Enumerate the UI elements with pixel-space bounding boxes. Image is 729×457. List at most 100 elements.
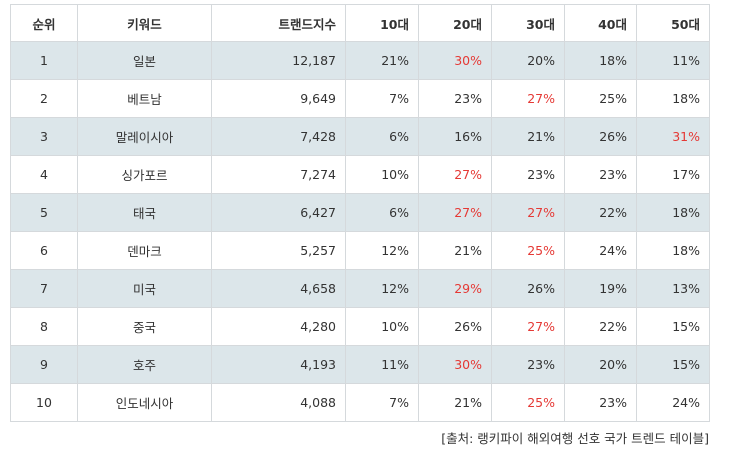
cell-trend-index: 9,649 bbox=[211, 79, 346, 118]
table-row: 3 말레이시아 7,428 6% 16% 21% 26% 31% bbox=[10, 117, 710, 156]
cell-30s: 26% bbox=[491, 269, 565, 308]
table-row: 7 미국 4,658 12% 29% 26% 19% 13% bbox=[10, 269, 710, 308]
table-row: 1 일본 12,187 21% 30% 20% 18% 11% bbox=[10, 41, 710, 80]
header-keyword: 키워드 bbox=[77, 4, 212, 42]
cell-30s: 27% bbox=[491, 79, 565, 118]
cell-keyword: 덴마크 bbox=[77, 231, 212, 270]
table-row: 10 인도네시아 4,088 7% 21% 25% 23% 24% bbox=[10, 383, 710, 422]
cell-50s: 18% bbox=[636, 193, 710, 232]
cell-20s: 30% bbox=[418, 41, 492, 80]
header-40s: 40대 bbox=[564, 4, 637, 42]
cell-rank: 4 bbox=[10, 155, 78, 194]
table-row: 8 중국 4,280 10% 26% 27% 22% 15% bbox=[10, 307, 710, 346]
cell-keyword: 태국 bbox=[77, 193, 212, 232]
table-row: 2 베트남 9,649 7% 23% 27% 25% 18% bbox=[10, 79, 710, 118]
cell-50s: 18% bbox=[636, 231, 710, 270]
cell-rank: 10 bbox=[10, 383, 78, 422]
cell-10s: 12% bbox=[345, 231, 419, 270]
header-rank: 순위 bbox=[10, 4, 78, 42]
cell-40s: 18% bbox=[564, 41, 637, 80]
cell-30s: 27% bbox=[491, 193, 565, 232]
cell-rank: 1 bbox=[10, 41, 78, 80]
cell-trend-index: 7,428 bbox=[211, 117, 346, 156]
cell-30s: 23% bbox=[491, 155, 565, 194]
cell-20s: 23% bbox=[418, 79, 492, 118]
cell-40s: 23% bbox=[564, 155, 637, 194]
cell-rank: 3 bbox=[10, 117, 78, 156]
cell-40s: 24% bbox=[564, 231, 637, 270]
cell-trend-index: 4,658 bbox=[211, 269, 346, 308]
cell-20s: 21% bbox=[418, 231, 492, 270]
source-caption: [출처: 랭키파이 해외여행 선호 국가 트렌드 테이블] bbox=[441, 431, 709, 446]
cell-40s: 26% bbox=[564, 117, 637, 156]
trend-table: 순위 키워드 트랜드지수 10대 20대 30대 40대 50대 1 일본 12,1… bbox=[10, 4, 710, 422]
cell-40s: 20% bbox=[564, 345, 637, 384]
cell-10s: 12% bbox=[345, 269, 419, 308]
header-10s: 10대 bbox=[345, 4, 419, 42]
cell-10s: 7% bbox=[345, 79, 419, 118]
cell-30s: 25% bbox=[491, 231, 565, 270]
cell-keyword: 인도네시아 bbox=[77, 383, 212, 422]
cell-40s: 22% bbox=[564, 193, 637, 232]
cell-40s: 23% bbox=[564, 383, 637, 422]
cell-rank: 7 bbox=[10, 269, 78, 308]
cell-trend-index: 7,274 bbox=[211, 155, 346, 194]
cell-50s: 15% bbox=[636, 307, 710, 346]
cell-keyword: 싱가포르 bbox=[77, 155, 212, 194]
cell-10s: 21% bbox=[345, 41, 419, 80]
cell-rank: 5 bbox=[10, 193, 78, 232]
cell-keyword: 일본 bbox=[77, 41, 212, 80]
cell-30s: 23% bbox=[491, 345, 565, 384]
cell-trend-index: 4,088 bbox=[211, 383, 346, 422]
cell-50s: 17% bbox=[636, 155, 710, 194]
cell-20s: 16% bbox=[418, 117, 492, 156]
header-trend-index: 트랜드지수 bbox=[211, 4, 346, 42]
cell-20s: 27% bbox=[418, 155, 492, 194]
cell-50s: 11% bbox=[636, 41, 710, 80]
cell-10s: 6% bbox=[345, 193, 419, 232]
cell-keyword: 베트남 bbox=[77, 79, 212, 118]
cell-20s: 26% bbox=[418, 307, 492, 346]
cell-trend-index: 5,257 bbox=[211, 231, 346, 270]
cell-trend-index: 6,427 bbox=[211, 193, 346, 232]
cell-rank: 8 bbox=[10, 307, 78, 346]
cell-30s: 25% bbox=[491, 383, 565, 422]
cell-keyword: 미국 bbox=[77, 269, 212, 308]
cell-20s: 27% bbox=[418, 193, 492, 232]
cell-trend-index: 4,280 bbox=[211, 307, 346, 346]
cell-50s: 24% bbox=[636, 383, 710, 422]
header-50s: 50대 bbox=[636, 4, 710, 42]
table-row: 4 싱가포르 7,274 10% 27% 23% 23% 17% bbox=[10, 155, 710, 194]
cell-10s: 7% bbox=[345, 383, 419, 422]
cell-10s: 6% bbox=[345, 117, 419, 156]
cell-trend-index: 12,187 bbox=[211, 41, 346, 80]
cell-30s: 27% bbox=[491, 307, 565, 346]
cell-50s: 18% bbox=[636, 79, 710, 118]
table-header-row: 순위 키워드 트랜드지수 10대 20대 30대 40대 50대 bbox=[10, 4, 710, 42]
cell-40s: 19% bbox=[564, 269, 637, 308]
cell-rank: 9 bbox=[10, 345, 78, 384]
table-row: 9 호주 4,193 11% 30% 23% 20% 15% bbox=[10, 345, 710, 384]
cell-rank: 2 bbox=[10, 79, 78, 118]
cell-30s: 20% bbox=[491, 41, 565, 80]
cell-keyword: 말레이시아 bbox=[77, 117, 212, 156]
cell-20s: 30% bbox=[418, 345, 492, 384]
header-30s: 30대 bbox=[491, 4, 565, 42]
cell-10s: 11% bbox=[345, 345, 419, 384]
cell-50s: 13% bbox=[636, 269, 710, 308]
cell-40s: 22% bbox=[564, 307, 637, 346]
cell-20s: 29% bbox=[418, 269, 492, 308]
table-row: 6 덴마크 5,257 12% 21% 25% 24% 18% bbox=[10, 231, 710, 270]
cell-keyword: 호주 bbox=[77, 345, 212, 384]
cell-keyword: 중국 bbox=[77, 307, 212, 346]
cell-50s: 15% bbox=[636, 345, 710, 384]
cell-40s: 25% bbox=[564, 79, 637, 118]
header-20s: 20대 bbox=[418, 4, 492, 42]
table-row: 5 태국 6,427 6% 27% 27% 22% 18% bbox=[10, 193, 710, 232]
cell-30s: 21% bbox=[491, 117, 565, 156]
cell-rank: 6 bbox=[10, 231, 78, 270]
cell-50s: 31% bbox=[636, 117, 710, 156]
cell-trend-index: 4,193 bbox=[211, 345, 346, 384]
cell-20s: 21% bbox=[418, 383, 492, 422]
cell-10s: 10% bbox=[345, 307, 419, 346]
